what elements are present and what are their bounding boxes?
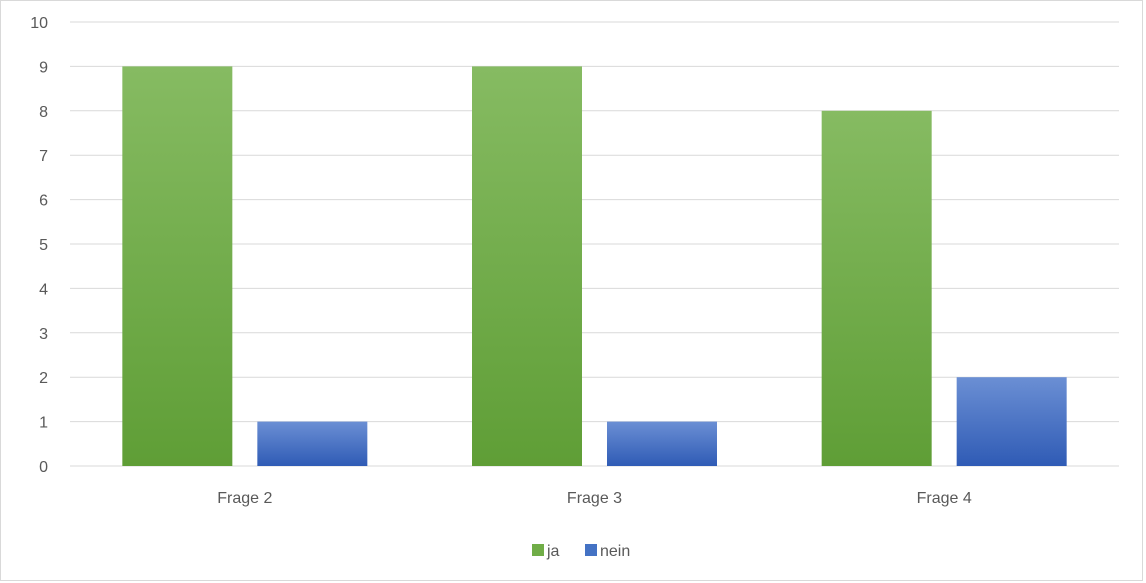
bar-ja-frage-3	[472, 66, 582, 467]
x-axis-category-labels: Frage 2 Frage 3 Frage 4	[217, 490, 972, 507]
x-category-label-0: Frage 2	[217, 490, 272, 507]
y-tick-label-3: 3	[39, 326, 48, 343]
y-tick-label-2: 2	[39, 370, 48, 387]
legend-label-ja: ja	[546, 543, 560, 560]
y-tick-label-9: 9	[39, 59, 48, 76]
y-tick-label-7: 7	[39, 148, 48, 165]
gridlines	[70, 21, 1119, 467]
bar-nein-frage-3	[607, 421, 717, 466]
legend-label-nein: nein	[600, 543, 630, 560]
y-tick-label-4: 4	[39, 281, 48, 298]
x-category-label-1: Frage 3	[567, 490, 622, 507]
y-tick-label-6: 6	[39, 193, 48, 210]
y-tick-label-10: 10	[30, 15, 48, 32]
bar-ja-frage-2	[122, 66, 233, 467]
y-tick-label-1: 1	[39, 415, 48, 432]
y-tick-label-5: 5	[39, 237, 48, 254]
bar-nein-frage-4	[956, 377, 1067, 466]
y-tick-label-0: 0	[39, 459, 48, 476]
bar-nein-frage-2	[257, 421, 368, 466]
x-category-label-2: Frage 4	[917, 490, 972, 507]
legend: ja nein	[532, 543, 630, 560]
legend-swatch-ja	[532, 544, 544, 556]
bars	[122, 66, 1067, 467]
bar-ja-frage-4	[821, 110, 932, 467]
y-tick-label-8: 8	[39, 104, 48, 121]
y-axis-tick-labels: 0 1 2 3 4 5 6 7 8 9 10	[30, 15, 48, 476]
legend-swatch-nein	[585, 544, 597, 556]
